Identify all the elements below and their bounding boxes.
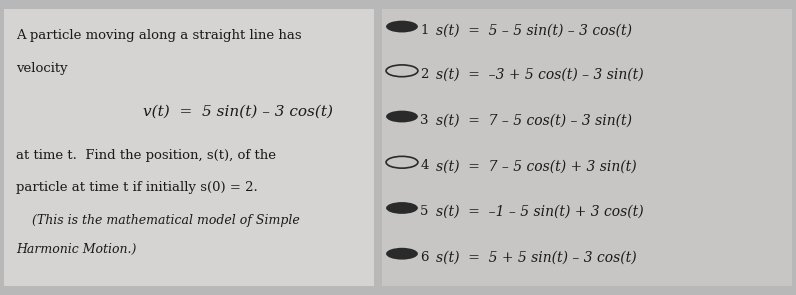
Text: s(t)  =  5 – 5 sin(t) – 3 cos(t): s(t) = 5 – 5 sin(t) – 3 cos(t): [436, 24, 632, 37]
Text: 6: 6: [420, 251, 429, 264]
Text: 3: 3: [420, 114, 429, 127]
Text: velocity: velocity: [16, 62, 68, 75]
Circle shape: [386, 248, 418, 260]
Text: s(t)  =  7 – 5 cos(t) + 3 sin(t): s(t) = 7 – 5 cos(t) + 3 sin(t): [436, 159, 637, 173]
Text: 4: 4: [420, 159, 429, 172]
Text: at time t.  Find the position, s(t), of the: at time t. Find the position, s(t), of t…: [16, 149, 276, 162]
Text: s(t)  =  7 – 5 cos(t) – 3 sin(t): s(t) = 7 – 5 cos(t) – 3 sin(t): [436, 114, 632, 127]
Bar: [4, 9, 374, 286]
Text: s(t)  =  –1 – 5 sin(t) + 3 cos(t): s(t) = –1 – 5 sin(t) + 3 cos(t): [436, 205, 644, 219]
Text: 2: 2: [420, 68, 429, 81]
Bar: [382, 9, 792, 286]
Circle shape: [386, 111, 418, 122]
Text: 1: 1: [420, 24, 429, 37]
Text: A particle moving along a straight line has: A particle moving along a straight line …: [16, 30, 302, 42]
Text: Harmonic Motion.): Harmonic Motion.): [16, 243, 136, 256]
Circle shape: [386, 202, 418, 214]
Circle shape: [386, 21, 418, 32]
Text: v(t)  =  5 sin(t) – 3 cos(t): v(t) = 5 sin(t) – 3 cos(t): [143, 105, 334, 119]
Text: s(t)  =  –3 + 5 cos(t) – 3 sin(t): s(t) = –3 + 5 cos(t) – 3 sin(t): [436, 68, 644, 82]
Text: particle at time t if initially s(0) = 2.: particle at time t if initially s(0) = 2…: [16, 181, 258, 194]
Text: 5: 5: [420, 205, 429, 218]
Text: (This is the mathematical model of Simple: (This is the mathematical model of Simpl…: [16, 214, 299, 227]
Text: s(t)  =  5 + 5 sin(t) – 3 cos(t): s(t) = 5 + 5 sin(t) – 3 cos(t): [436, 251, 637, 265]
